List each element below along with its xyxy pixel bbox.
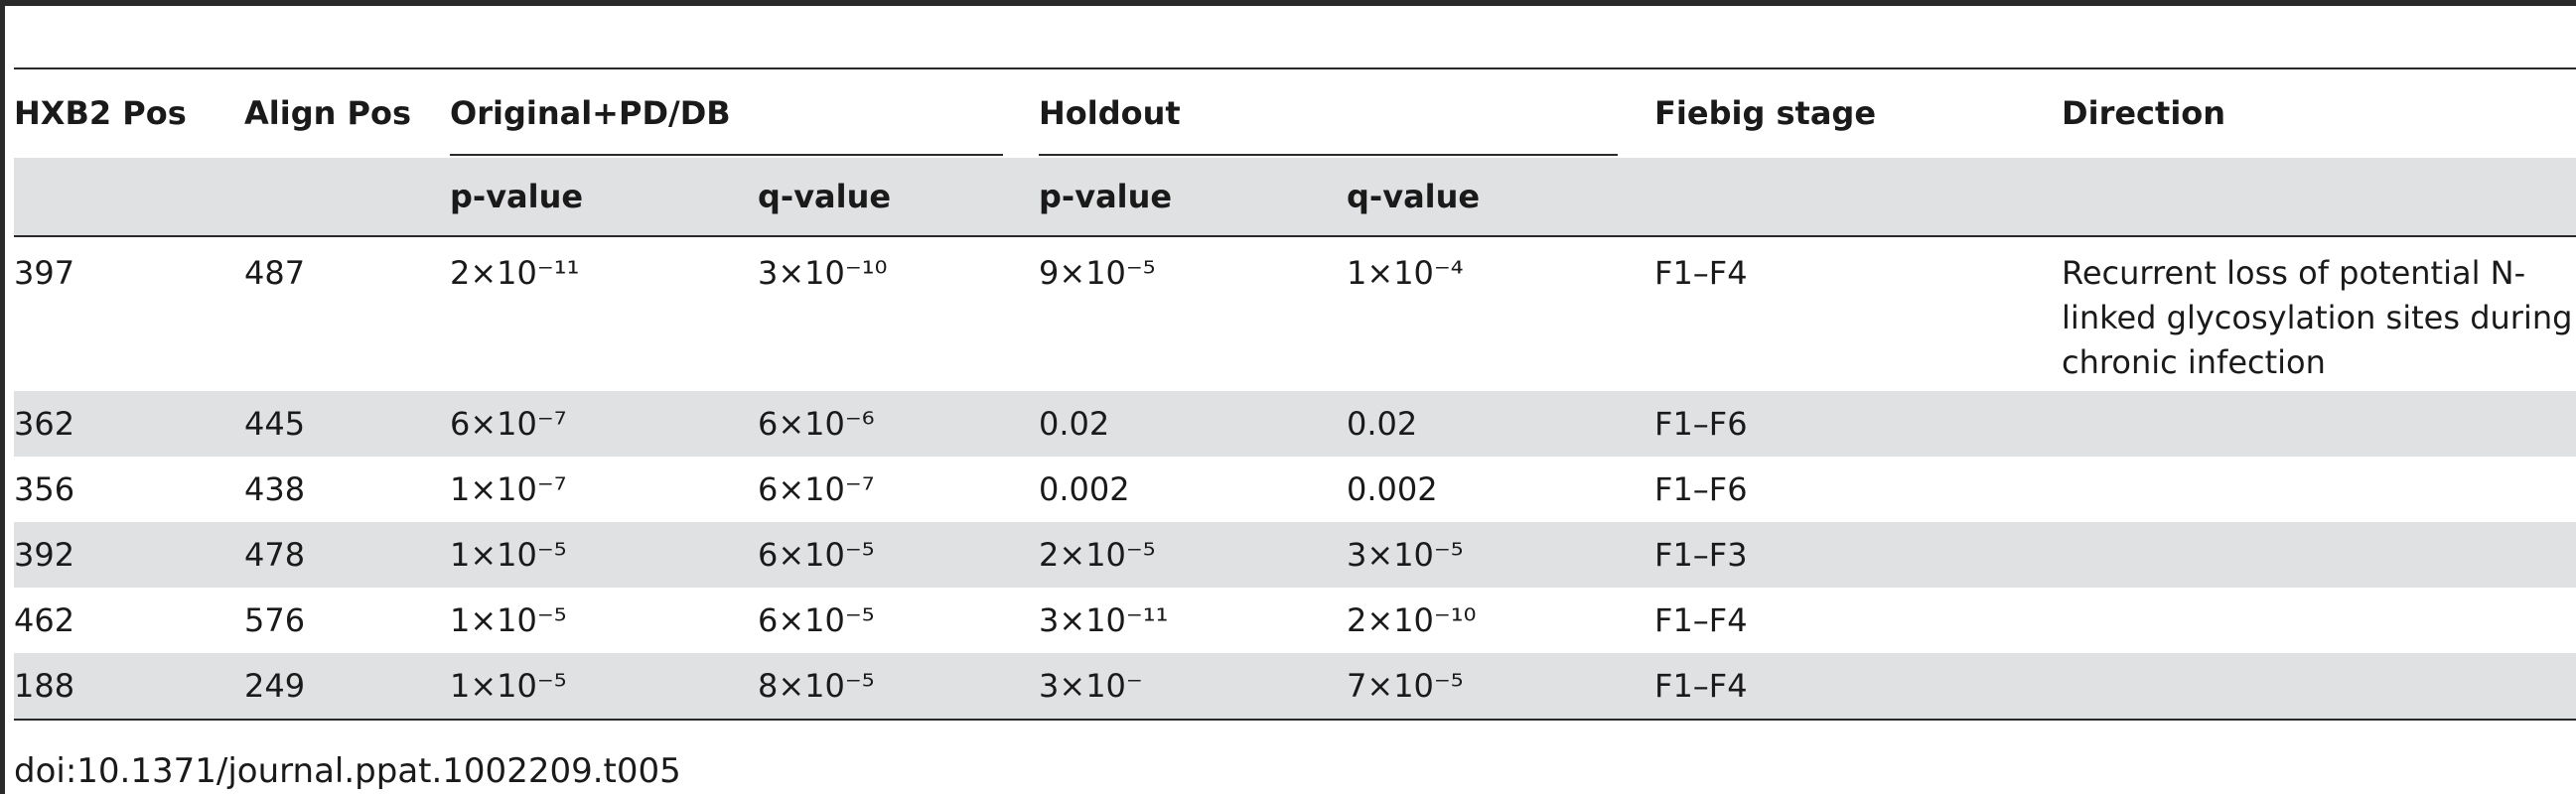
cell-holdout-p: 3×10⁻¹¹ (1039, 600, 1169, 639)
cell-direction (2062, 653, 2576, 720)
left-border (0, 0, 5, 794)
header-orig-q-value: q-value (758, 158, 1040, 236)
cell-holdout-p: 3×10⁻ (1039, 653, 1348, 720)
cell-holdout-q: 0.002 (1347, 469, 1438, 508)
cell-holdout-p: 2×10⁻⁵ (1039, 522, 1348, 588)
header-direction: Direction (2062, 94, 2226, 132)
header-sub-empty-4 (2062, 158, 2576, 236)
cell-hxb2-pos: 356 (14, 469, 75, 508)
cell-fiebig-stage: F1–F4 (1654, 653, 2063, 720)
cell-orig-p: 2×10⁻¹¹ (450, 254, 580, 292)
cell-orig-q: 6×10⁻⁷ (758, 469, 875, 508)
cell-holdout-p: 0.002 (1039, 469, 1130, 508)
cell-align-pos: 576 (244, 600, 306, 639)
cell-holdout-q: 7×10⁻⁵ (1347, 653, 1655, 720)
table-row: 397 487 2×10⁻¹¹ 3×10⁻¹⁰ 9×10⁻⁵ 1×10⁻⁴ F1… (14, 236, 2576, 391)
cell-orig-q: 8×10⁻⁵ (758, 653, 1040, 720)
table-row: 362 445 6×10⁻⁷ 6×10⁻⁶ 0.02 0.02 F1–F6 (14, 391, 2576, 457)
header-group-holdout: Holdout (1039, 68, 1654, 158)
cell-orig-q: 6×10⁻⁵ (758, 522, 1040, 588)
cell-fiebig-stage: F1–F3 (1654, 522, 2063, 588)
header-sub-empty-1 (14, 158, 244, 236)
cell-hxb2-pos: 397 (14, 254, 75, 292)
cell-orig-q: 3×10⁻¹⁰ (758, 254, 888, 292)
cell-orig-q: 6×10⁻⁶ (758, 391, 1040, 457)
cell-align-pos: 478 (244, 522, 450, 588)
cell-orig-p: 1×10⁻⁵ (450, 653, 758, 720)
cell-holdout-q: 2×10⁻¹⁰ (1347, 600, 1477, 639)
header-hxb2-pos: HXB2 Pos (14, 94, 187, 132)
cell-fiebig-stage: F1–F6 (1654, 391, 2063, 457)
header-fiebig-stage: Fiebig stage (1654, 94, 1877, 132)
cell-align-pos: 487 (244, 254, 306, 292)
cell-hxb2-pos: 362 (14, 391, 244, 457)
cell-hxb2-pos: 188 (14, 653, 244, 720)
header-row-top: HXB2 Pos Align Pos Original+PD/DB Holdou… (14, 68, 2576, 158)
header-holdout-p-value: p-value (1039, 158, 1348, 236)
cell-hxb2-pos: 462 (14, 600, 75, 639)
top-border (0, 0, 2576, 6)
cell-direction: Recurrent loss of potential N-linked gly… (2062, 254, 2573, 381)
cell-holdout-q: 1×10⁻⁴ (1347, 254, 1464, 292)
table-row: 188 249 1×10⁻⁵ 8×10⁻⁵ 3×10⁻ 7×10⁻⁵ F1–F4 (14, 653, 2576, 720)
cell-holdout-p: 9×10⁻⁵ (1039, 254, 1156, 292)
cell-holdout-q: 3×10⁻⁵ (1347, 522, 1655, 588)
table-row: 462 576 1×10⁻⁵ 6×10⁻⁵ 3×10⁻¹¹ 2×10⁻¹⁰ F1… (14, 588, 2576, 653)
cell-direction (2062, 457, 2576, 522)
group-original-label: Original+PD/DB (450, 91, 1004, 156)
cell-align-pos: 249 (244, 653, 450, 720)
results-table-container: HXB2 Pos Align Pos Original+PD/DB Holdou… (14, 67, 2576, 721)
doi-caption[interactable]: doi:10.1371/journal.ppat.1002209.t005 (14, 751, 681, 791)
cell-orig-q: 6×10⁻⁵ (758, 600, 875, 639)
header-orig-p-value: p-value (450, 158, 758, 236)
cell-direction (2062, 588, 2576, 653)
cell-direction (2062, 391, 2576, 457)
cell-fiebig-stage: F1–F4 (1654, 254, 1748, 292)
header-sub-empty-3 (1654, 158, 2063, 236)
cell-orig-p: 1×10⁻⁷ (450, 469, 567, 508)
cell-direction (2062, 522, 2576, 588)
cell-holdout-p: 0.02 (1039, 391, 1348, 457)
cell-fiebig-stage: F1–F4 (1654, 600, 1748, 639)
header-align-pos: Align Pos (244, 94, 412, 132)
cell-fiebig-stage: F1–F6 (1654, 469, 1748, 508)
cell-orig-p: 1×10⁻⁵ (450, 600, 567, 639)
cell-align-pos: 445 (244, 391, 450, 457)
cell-align-pos: 438 (244, 469, 306, 508)
table-row: 356 438 1×10⁻⁷ 6×10⁻⁷ 0.002 0.002 F1–F6 (14, 457, 2576, 522)
results-table: HXB2 Pos Align Pos Original+PD/DB Holdou… (14, 67, 2576, 721)
header-sub-empty-2 (244, 158, 450, 236)
header-row-sub: p-value q-value p-value q-value (14, 158, 2576, 236)
cell-orig-p: 6×10⁻⁷ (450, 391, 758, 457)
header-holdout-q-value: q-value (1347, 158, 1655, 236)
table-row: 392 478 1×10⁻⁵ 6×10⁻⁵ 2×10⁻⁵ 3×10⁻⁵ F1–F… (14, 522, 2576, 588)
group-holdout-label: Holdout (1039, 91, 1618, 156)
cell-orig-p: 1×10⁻⁵ (450, 522, 758, 588)
cell-holdout-q: 0.02 (1347, 391, 1655, 457)
header-group-original: Original+PD/DB (450, 68, 1039, 158)
cell-hxb2-pos: 392 (14, 522, 244, 588)
